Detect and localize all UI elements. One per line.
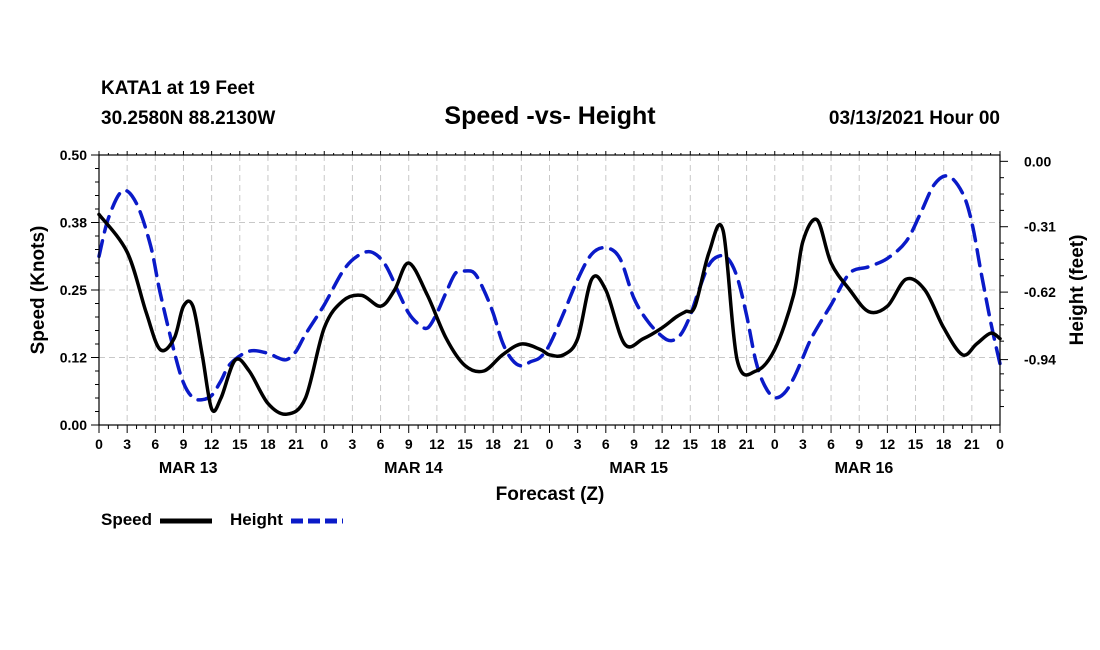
y-axis-right-title: Height (feet) bbox=[1067, 235, 1088, 346]
series-lines bbox=[97, 174, 1002, 417]
x-tick-label: 3 bbox=[799, 436, 807, 452]
day-label: MAR 15 bbox=[609, 460, 668, 477]
x-tick-label: 12 bbox=[429, 436, 445, 452]
x-tick-label: 0 bbox=[546, 436, 554, 452]
x-axis-title: Forecast (Z) bbox=[496, 484, 605, 505]
legend: Speed Height bbox=[101, 510, 343, 529]
x-tick-label: 6 bbox=[602, 436, 610, 452]
speed-series-line bbox=[97, 212, 1002, 417]
legend-height-label: Height bbox=[230, 510, 283, 529]
x-tick-label: 18 bbox=[936, 436, 952, 452]
x-tick-label: 21 bbox=[964, 436, 980, 452]
x-tick-label: 0 bbox=[996, 436, 1004, 452]
x-tick-label: 12 bbox=[204, 436, 220, 452]
y-left-tick-label: 0.38 bbox=[60, 215, 87, 231]
x-tick-label: 15 bbox=[908, 436, 924, 452]
x-tick-label: 12 bbox=[880, 436, 896, 452]
day-label: MAR 16 bbox=[835, 460, 894, 477]
axis-ticks: 0 3 6 9 12 15 18 21 0 3 6 9 12 15 18 21 0 3 6 9 12 15 18 21 0 3 6 9… bbox=[60, 147, 1056, 477]
y-left-tick-label: 0.12 bbox=[60, 350, 87, 366]
x-tick-label: 0 bbox=[95, 436, 103, 452]
y-right-tick-label: -0.31 bbox=[1024, 219, 1056, 235]
y-left-tick-label: 0.00 bbox=[60, 417, 87, 433]
day-label: MAR 14 bbox=[384, 460, 443, 477]
chart-title: Speed -vs- Height bbox=[444, 102, 656, 130]
x-tick-label: 6 bbox=[151, 436, 159, 452]
x-tick-label: 0 bbox=[771, 436, 779, 452]
x-tick-label: 21 bbox=[288, 436, 304, 452]
grid-lines bbox=[99, 155, 1000, 425]
x-tick-label: 18 bbox=[711, 436, 727, 452]
x-tick-label: 18 bbox=[260, 436, 276, 452]
x-tick-label: 21 bbox=[739, 436, 755, 452]
x-tick-label: 9 bbox=[855, 436, 863, 452]
run-time-label: 03/13/2021 Hour 00 bbox=[829, 108, 1000, 129]
x-tick-label: 9 bbox=[180, 436, 188, 452]
y-axis-left-title: Speed (Knots) bbox=[28, 226, 49, 355]
y-right-tick-label: 0.00 bbox=[1024, 153, 1051, 169]
y-right-tick-label: -0.62 bbox=[1024, 284, 1056, 300]
y-left-tick-label: 0.50 bbox=[60, 147, 87, 163]
x-tick-label: 15 bbox=[457, 436, 473, 452]
x-tick-label: 3 bbox=[574, 436, 582, 452]
x-tick-label: 9 bbox=[630, 436, 638, 452]
x-tick-label: 3 bbox=[123, 436, 131, 452]
x-tick-label: 6 bbox=[377, 436, 385, 452]
day-label: MAR 13 bbox=[159, 460, 218, 477]
x-tick-label: 9 bbox=[405, 436, 413, 452]
y-right-tick-label: -0.94 bbox=[1024, 352, 1056, 368]
x-tick-label: 6 bbox=[827, 436, 835, 452]
x-tick-label: 15 bbox=[232, 436, 248, 452]
coords-label: 30.2580N 88.2130W bbox=[101, 108, 275, 129]
x-tick-label: 15 bbox=[682, 436, 698, 452]
station-label: KATA1 at 19 Feet bbox=[101, 78, 255, 99]
x-tick-label: 21 bbox=[514, 436, 530, 452]
x-tick-label: 3 bbox=[349, 436, 357, 452]
y-left-tick-label: 0.25 bbox=[60, 282, 87, 298]
height-series-line bbox=[97, 174, 1002, 402]
x-tick-label: 12 bbox=[654, 436, 670, 452]
x-tick-label: 0 bbox=[320, 436, 328, 452]
x-tick-label: 18 bbox=[485, 436, 501, 452]
legend-speed-label: Speed bbox=[101, 510, 152, 529]
